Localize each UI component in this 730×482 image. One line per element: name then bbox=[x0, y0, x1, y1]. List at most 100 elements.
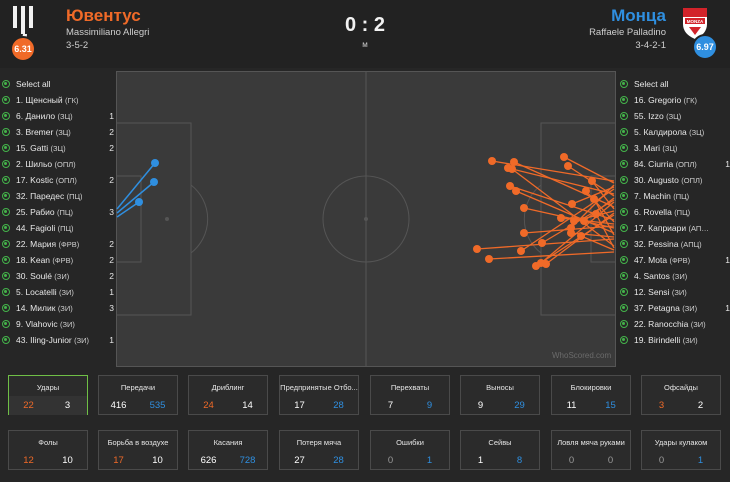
player-row[interactable]: 5. Калдирола (ЗЦ) bbox=[620, 124, 730, 140]
radio-icon[interactable] bbox=[2, 224, 10, 232]
radio-icon[interactable] bbox=[620, 160, 628, 168]
radio-icon[interactable] bbox=[2, 320, 10, 328]
stat-card[interactable]: Ошибки 0 1 bbox=[370, 430, 450, 470]
home-shot-line bbox=[476, 238, 615, 250]
player-row[interactable]: 18. Kean (ФРВ) 2 bbox=[2, 252, 114, 268]
player-name: 47. Mota (ФРВ) bbox=[634, 255, 720, 265]
player-row[interactable]: 1. Щенсный (ГК) bbox=[2, 92, 114, 108]
radio-icon[interactable] bbox=[620, 304, 628, 312]
player-row[interactable]: 15. Gatti (ЗЦ) 2 bbox=[2, 140, 114, 156]
stat-card[interactable]: Сейвы 1 8 bbox=[460, 430, 540, 470]
radio-icon[interactable] bbox=[2, 256, 10, 264]
player-row[interactable]: 47. Mota (ФРВ) 1 bbox=[620, 252, 730, 268]
radio-icon[interactable] bbox=[620, 240, 628, 248]
radio-icon[interactable] bbox=[620, 208, 628, 216]
player-row[interactable]: 3. Mari (ЗЦ) bbox=[620, 140, 730, 156]
player-row[interactable]: 9. Vlahovic (ЗИ) bbox=[2, 316, 114, 332]
away-team-name[interactable]: Монца bbox=[611, 6, 666, 25]
radio-icon[interactable] bbox=[620, 128, 628, 136]
home-shot-line bbox=[540, 201, 615, 264]
select-all-option[interactable]: Select all bbox=[620, 76, 730, 92]
player-row[interactable]: 55. Izzo (ЗЦ) bbox=[620, 108, 730, 124]
player-position: (ГК) bbox=[683, 96, 698, 105]
stat-card[interactable]: Потеря мяча 27 28 bbox=[279, 430, 359, 470]
stat-away-value: 8 bbox=[516, 455, 523, 466]
radio-icon[interactable] bbox=[620, 288, 628, 296]
player-row[interactable]: 6. Данило (ЗЦ) 1 bbox=[2, 108, 114, 124]
home-team-name[interactable]: Ювентус bbox=[66, 6, 141, 25]
player-position: (ЗЦ) bbox=[662, 144, 678, 153]
player-row[interactable]: 17. Каприари (АП… bbox=[620, 220, 730, 236]
player-position: (ПЦ) bbox=[674, 208, 691, 217]
player-row[interactable]: 17. Kostic (ОПЛ) 2 bbox=[2, 172, 114, 188]
radio-icon[interactable] bbox=[620, 176, 628, 184]
player-row[interactable]: 19. Birindelli (ЗИ) bbox=[620, 332, 730, 348]
stat-card[interactable]: Удары 22 3 bbox=[8, 375, 88, 415]
player-row[interactable]: 32. Паредес (ПЦ) bbox=[2, 188, 114, 204]
player-row[interactable]: 2. Шильо (ОПЛ) bbox=[2, 156, 114, 172]
radio-icon[interactable] bbox=[2, 304, 10, 312]
stat-card[interactable]: Выносы 9 29 bbox=[460, 375, 540, 415]
player-row[interactable]: 30. Augusto (ОПЛ) bbox=[620, 172, 730, 188]
stat-label: Потеря мяча bbox=[296, 438, 342, 447]
radio-icon[interactable] bbox=[2, 128, 10, 136]
player-row[interactable]: 22. Мария (ФРВ) 2 bbox=[2, 236, 114, 252]
radio-icon[interactable] bbox=[2, 208, 10, 216]
radio-icon[interactable] bbox=[2, 240, 10, 248]
player-row[interactable]: 84. Ciurria (ОПЛ) 1 bbox=[620, 156, 730, 172]
radio-icon[interactable] bbox=[620, 192, 628, 200]
stat-card[interactable]: Перехваты 7 9 bbox=[370, 375, 450, 415]
stat-card[interactable]: Фолы 12 10 bbox=[8, 430, 88, 470]
radio-icon[interactable] bbox=[2, 192, 10, 200]
radio-icon[interactable] bbox=[620, 336, 628, 344]
stat-card[interactable]: Ловля мяча руками 0 0 bbox=[551, 430, 631, 470]
radio-icon[interactable] bbox=[620, 320, 628, 328]
radio-icon[interactable] bbox=[2, 80, 10, 88]
player-row[interactable]: 37. Petagna (ЗИ) 1 bbox=[620, 300, 730, 316]
player-row[interactable]: 16. Gregorio (ГК) bbox=[620, 92, 730, 108]
radio-icon[interactable] bbox=[620, 272, 628, 280]
player-row[interactable]: 44. Fagioli (ПЦ) bbox=[2, 220, 114, 236]
monza-logo-text: MONZA bbox=[687, 19, 704, 24]
select-all-option[interactable]: Select all bbox=[2, 76, 114, 92]
player-row[interactable]: 30. Soulé (ЗИ) 2 bbox=[2, 268, 114, 284]
radio-icon[interactable] bbox=[2, 288, 10, 296]
player-name: 17. Kostic (ОПЛ) bbox=[16, 175, 104, 185]
player-row[interactable]: 7. Machin (ПЦ) bbox=[620, 188, 730, 204]
stat-card[interactable]: Офсайды 3 2 bbox=[641, 375, 721, 415]
stat-card[interactable]: Предпринятые Отбо... 17 28 bbox=[279, 375, 359, 415]
radio-icon[interactable] bbox=[620, 224, 628, 232]
player-row[interactable]: 14. Милик (ЗИ) 3 bbox=[2, 300, 114, 316]
radio-icon[interactable] bbox=[620, 80, 628, 88]
player-row[interactable]: 22. Ranocchia (ЗИ) bbox=[620, 316, 730, 332]
radio-icon[interactable] bbox=[620, 96, 628, 104]
radio-icon[interactable] bbox=[620, 144, 628, 152]
stat-card[interactable]: Касания 626 728 bbox=[188, 430, 268, 470]
radio-icon[interactable] bbox=[2, 112, 10, 120]
player-row[interactable]: 32. Pessina (АПЦ) bbox=[620, 236, 730, 252]
stat-card[interactable]: Передачи 416 535 bbox=[98, 375, 178, 415]
radio-icon[interactable] bbox=[2, 272, 10, 280]
player-row[interactable]: 43. Iling-Junior (ЗИ) 1 bbox=[2, 332, 114, 348]
player-shot-count: 1 bbox=[725, 255, 730, 265]
stat-card[interactable]: Дриблинг 24 14 bbox=[188, 375, 268, 415]
stat-label: Фолы bbox=[38, 438, 58, 447]
radio-icon[interactable] bbox=[2, 176, 10, 184]
player-row[interactable]: 6. Rovella (ПЦ) bbox=[620, 204, 730, 220]
player-shot-count: 1 bbox=[109, 287, 114, 297]
radio-icon[interactable] bbox=[2, 144, 10, 152]
radio-icon[interactable] bbox=[620, 256, 628, 264]
radio-icon[interactable] bbox=[2, 96, 10, 104]
radio-icon[interactable] bbox=[2, 336, 10, 344]
player-row[interactable]: 25. Рабио (ПЦ) 3 bbox=[2, 204, 114, 220]
player-row[interactable]: 3. Bremer (ЗЦ) 2 bbox=[2, 124, 114, 140]
radio-icon[interactable] bbox=[2, 160, 10, 168]
home-shot-point bbox=[520, 229, 528, 237]
stat-card[interactable]: Борьба в воздухе 17 10 bbox=[98, 430, 178, 470]
radio-icon[interactable] bbox=[620, 112, 628, 120]
stat-card[interactable]: Блокировки 11 15 bbox=[551, 375, 631, 415]
stat-card[interactable]: Удары кулаком 0 1 bbox=[641, 430, 721, 470]
player-row[interactable]: 4. Santos (ЗИ) bbox=[620, 268, 730, 284]
player-row[interactable]: 5. Locatelli (ЗИ) 1 bbox=[2, 284, 114, 300]
player-row[interactable]: 12. Sensi (ЗИ) bbox=[620, 284, 730, 300]
